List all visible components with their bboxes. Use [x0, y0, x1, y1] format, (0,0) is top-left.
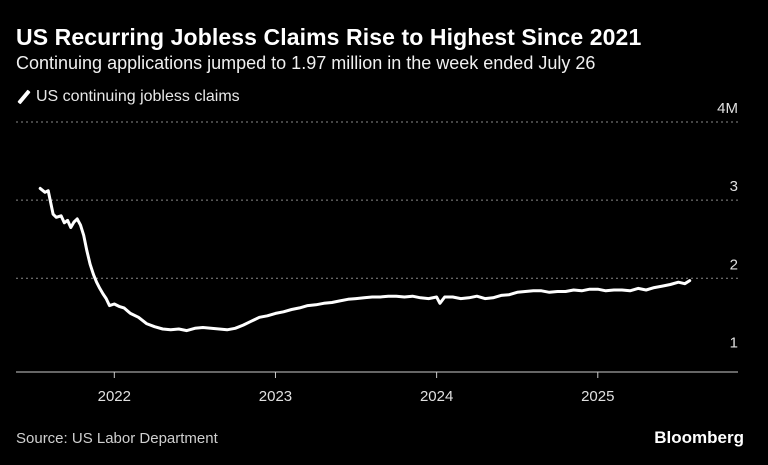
x-tick-label: 2023: [259, 388, 292, 405]
chart-subtitle: Continuing applications jumped to 1.97 m…: [16, 53, 596, 73]
bloomberg-logo: Bloomberg: [654, 428, 744, 447]
grid-layer: [16, 121, 738, 279]
series-layer: [38, 186, 692, 333]
x-tick-label: 2022: [98, 388, 131, 405]
x-tick-label: 2025: [581, 388, 614, 405]
y-tick-label: 4M: [717, 100, 738, 117]
chart-title: US Recurring Jobless Claims Rise to High…: [16, 24, 642, 50]
legend-label: US continuing jobless claims: [36, 88, 240, 105]
axis-layer: 1 2 3 4M 2022 2023 2024 2025: [16, 100, 738, 405]
x-tick-label: 2024: [420, 388, 453, 405]
source-note: Source: US Labor Department: [16, 430, 218, 447]
legend: US continuing jobless claims: [16, 88, 240, 106]
series-line-continuing-claims: [38, 186, 692, 333]
y-tick-label: 1: [730, 334, 738, 351]
y-tick-label: 3: [730, 178, 738, 195]
y-tick-label: 2: [730, 256, 738, 273]
